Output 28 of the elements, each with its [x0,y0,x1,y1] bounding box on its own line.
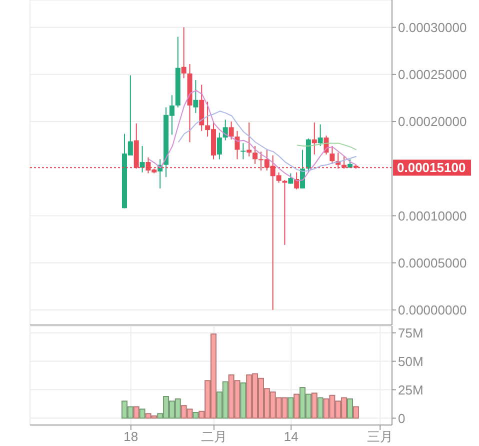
x-tick-label: 18 [124,429,138,444]
y-tick-label: 75M [398,325,424,340]
y-tick-label: 0.00000000 [398,302,467,318]
y-tick-label: 0.00005000 [398,255,467,270]
y-tick-label: 0 [398,410,406,426]
y-tick-label: 0.00030000 [398,20,467,35]
candlestick [282,179,288,246]
candlestick [330,146,335,164]
candlestick [181,26,186,79]
y-tick-label: 0.00010000 [398,208,467,224]
candlestick [312,122,317,155]
candlestick [318,124,323,147]
candlestick [234,130,240,160]
candlestick [252,146,258,164]
candlestick [140,146,145,173]
candlestick [228,121,234,140]
candlestick [222,119,228,141]
x-tick-label: 二月 [200,429,227,444]
candlestick [240,142,246,160]
y-tick-label: 0.00020000 [398,114,467,130]
y-tick-label: 25M [398,382,424,398]
candlestick [216,132,222,160]
x-tick-label: 三月 [367,429,394,444]
y-tick-label: 0.00025000 [398,67,467,82]
ref-line-label: 0.00015100 [397,160,466,176]
candlestick [193,80,198,114]
x-tick-label: 14 [284,429,298,444]
y-tick-label: 50M [398,354,424,369]
